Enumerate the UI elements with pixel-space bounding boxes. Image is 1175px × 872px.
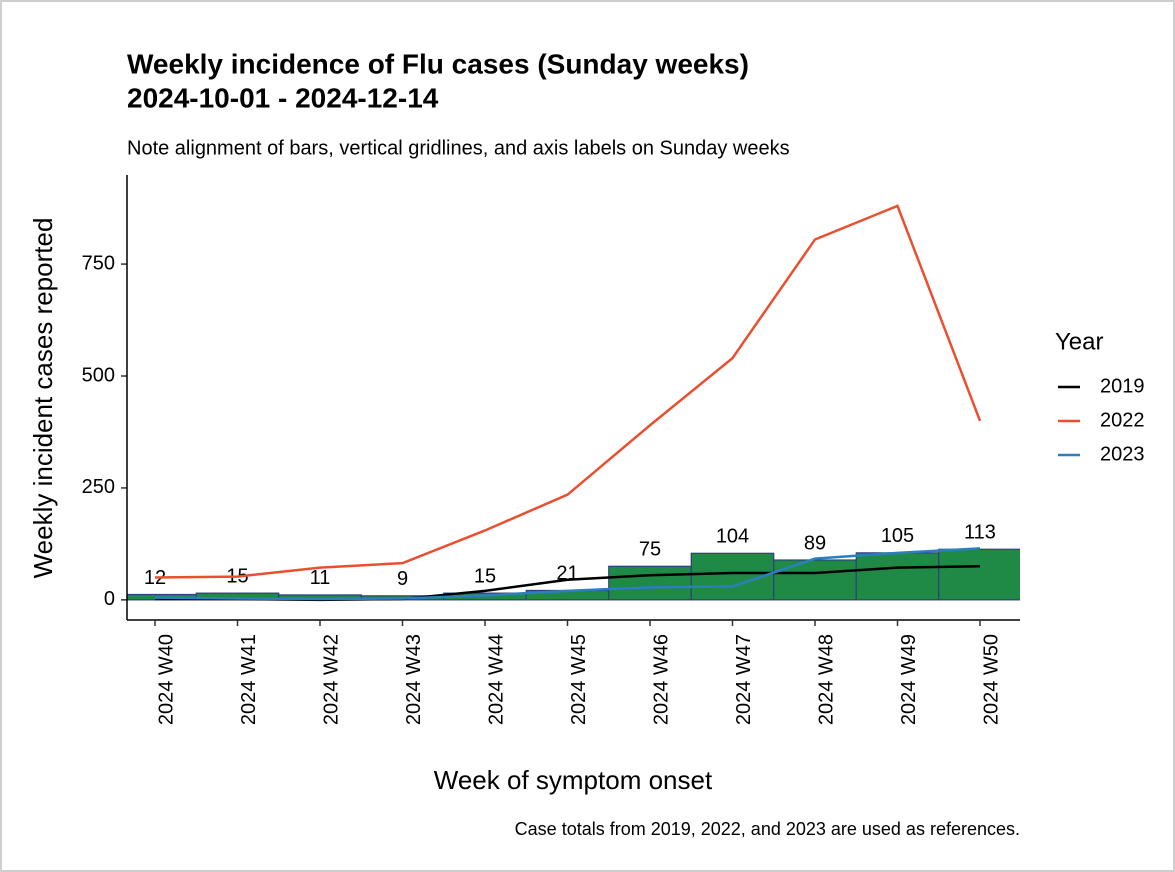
data-label: 11 bbox=[310, 567, 331, 589]
data-label: 113 bbox=[964, 522, 996, 544]
bar bbox=[773, 559, 857, 601]
data-label: 15 bbox=[474, 565, 496, 587]
x-tick-label: 2024 W40 bbox=[155, 634, 177, 725]
legend-label: 2023 bbox=[1100, 443, 1145, 465]
series-line bbox=[154, 547, 981, 601]
x-tick-label: 2024 W42 bbox=[320, 634, 342, 725]
x-axis-label: Week of symptom onset bbox=[434, 765, 713, 795]
legend-title: Year bbox=[1055, 328, 1104, 355]
data-label: 105 bbox=[881, 525, 914, 547]
x-tick-label: 2024 W49 bbox=[898, 634, 920, 725]
data-label: 104 bbox=[716, 526, 749, 548]
bar bbox=[608, 565, 692, 601]
x-tick-label: 2024 W47 bbox=[733, 634, 755, 725]
x-tick-label: 2024 W45 bbox=[568, 634, 590, 725]
x-tick-label: 2024 W41 bbox=[238, 634, 260, 725]
legend-label: 2022 bbox=[1100, 409, 1145, 431]
chart-title: Weekly incidence of Flu cases (Sunday we… bbox=[127, 48, 749, 79]
data-label: 9 bbox=[397, 568, 408, 590]
data-label: 12 bbox=[144, 567, 166, 589]
chart-subtitle: Note alignment of bars, vertical gridlin… bbox=[127, 137, 790, 159]
x-tick-label: 2024 W48 bbox=[815, 634, 837, 725]
series-line bbox=[154, 204, 982, 579]
chart-title: 2024-10-01 - 2024-12-14 bbox=[127, 82, 439, 113]
data-label: 75 bbox=[639, 539, 661, 561]
bar bbox=[855, 552, 940, 601]
caption: Case totals from 2019, 2022, and 2023 ar… bbox=[515, 819, 1020, 839]
legend-label: 2019 bbox=[1100, 375, 1145, 397]
x-tick-label: 2024 W44 bbox=[485, 634, 507, 725]
bar bbox=[938, 548, 1020, 601]
x-tick-label: 2024 W43 bbox=[403, 634, 425, 725]
y-tick-label: 750 bbox=[82, 252, 115, 274]
y-tick-label: 250 bbox=[82, 476, 115, 498]
x-tick-label: 2024 W46 bbox=[650, 634, 672, 725]
data-label: 89 bbox=[804, 532, 826, 554]
x-tick-label: 2024 W50 bbox=[980, 634, 1002, 725]
y-axis-label: Weekly incident cases reported bbox=[28, 218, 58, 579]
y-tick-label: 0 bbox=[104, 588, 115, 610]
y-tick-label: 500 bbox=[82, 364, 115, 386]
